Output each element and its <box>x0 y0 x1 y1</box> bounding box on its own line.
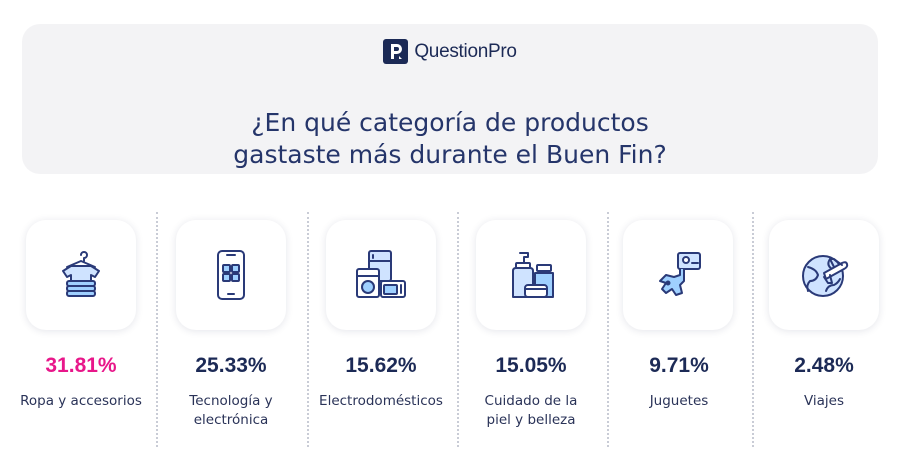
survey-question-line-2: gastaste más durante el Buen Fin? <box>233 139 667 169</box>
column-divider <box>307 212 309 447</box>
header-card: QuestionPro ¿En qué categoría de product… <box>22 24 878 174</box>
globe-plane-icon <box>802 255 849 297</box>
percentage-value: 2.48% <box>794 354 854 377</box>
column-divider <box>752 212 754 447</box>
category-label: Tecnología y electrónica <box>161 392 301 430</box>
icon-tile <box>176 220 286 330</box>
questionpro-logo-icon <box>383 39 409 64</box>
icon-tile <box>476 220 586 330</box>
icon-tile <box>26 220 136 330</box>
category-ropa: 31.81% Ropa y accesorios <box>11 220 151 455</box>
category-label-line: Tecnología y <box>189 393 273 409</box>
category-label-line: electrónica <box>193 412 269 428</box>
category-label-line: Juguetes <box>649 393 709 409</box>
category-viajes: 2.48% Viajes <box>754 220 894 455</box>
category-tecnologia: 25.33% Tecnología y electrónica <box>161 220 301 455</box>
skincare-icon <box>512 252 554 298</box>
category-label: Cuidado de la piel y belleza <box>461 392 601 430</box>
category-electrodomesticos: 15.62% Electrodomésticos <box>311 220 451 455</box>
icon-tile <box>326 220 436 330</box>
percentage-value: 15.62% <box>345 354 417 377</box>
percentage-value: 25.33% <box>195 354 267 377</box>
percentage-value: 9.71% <box>649 354 709 377</box>
category-label-line: piel y belleza <box>486 412 576 428</box>
survey-question-line-1: ¿En qué categoría de productos <box>251 107 649 137</box>
category-label-line: Cuidado de la <box>484 393 578 409</box>
category-cuidado-piel: 15.05% Cuidado de la piel y belleza <box>461 220 601 455</box>
category-label: Viajes <box>754 392 894 411</box>
smartphone-icon <box>217 250 245 300</box>
category-label-line: Viajes <box>803 393 845 409</box>
toy-dinosaur-icon <box>659 252 701 296</box>
category-label-line: Ropa y accesorios <box>20 393 142 409</box>
category-label: Juguetes <box>609 392 749 411</box>
clothes-icon <box>62 251 100 297</box>
icon-tile <box>769 220 879 330</box>
brand-logo: QuestionPro <box>22 39 878 64</box>
icon-tile <box>623 220 733 330</box>
percentage-value: 15.05% <box>495 354 567 377</box>
category-juguetes: 9.71% Juguetes <box>609 220 749 455</box>
percentage-value: 31.81% <box>45 354 117 377</box>
brand-name: QuestionPro <box>414 40 517 62</box>
survey-question: ¿En qué categoría de productos gastaste … <box>22 107 878 171</box>
category-label: Ropa y accesorios <box>11 392 151 411</box>
category-label-line: Electrodomésticos <box>319 393 443 409</box>
column-divider <box>607 212 609 447</box>
appliances-icon <box>356 250 406 298</box>
category-label: Electrodomésticos <box>311 392 451 411</box>
column-divider <box>156 212 158 447</box>
column-divider <box>457 212 459 447</box>
